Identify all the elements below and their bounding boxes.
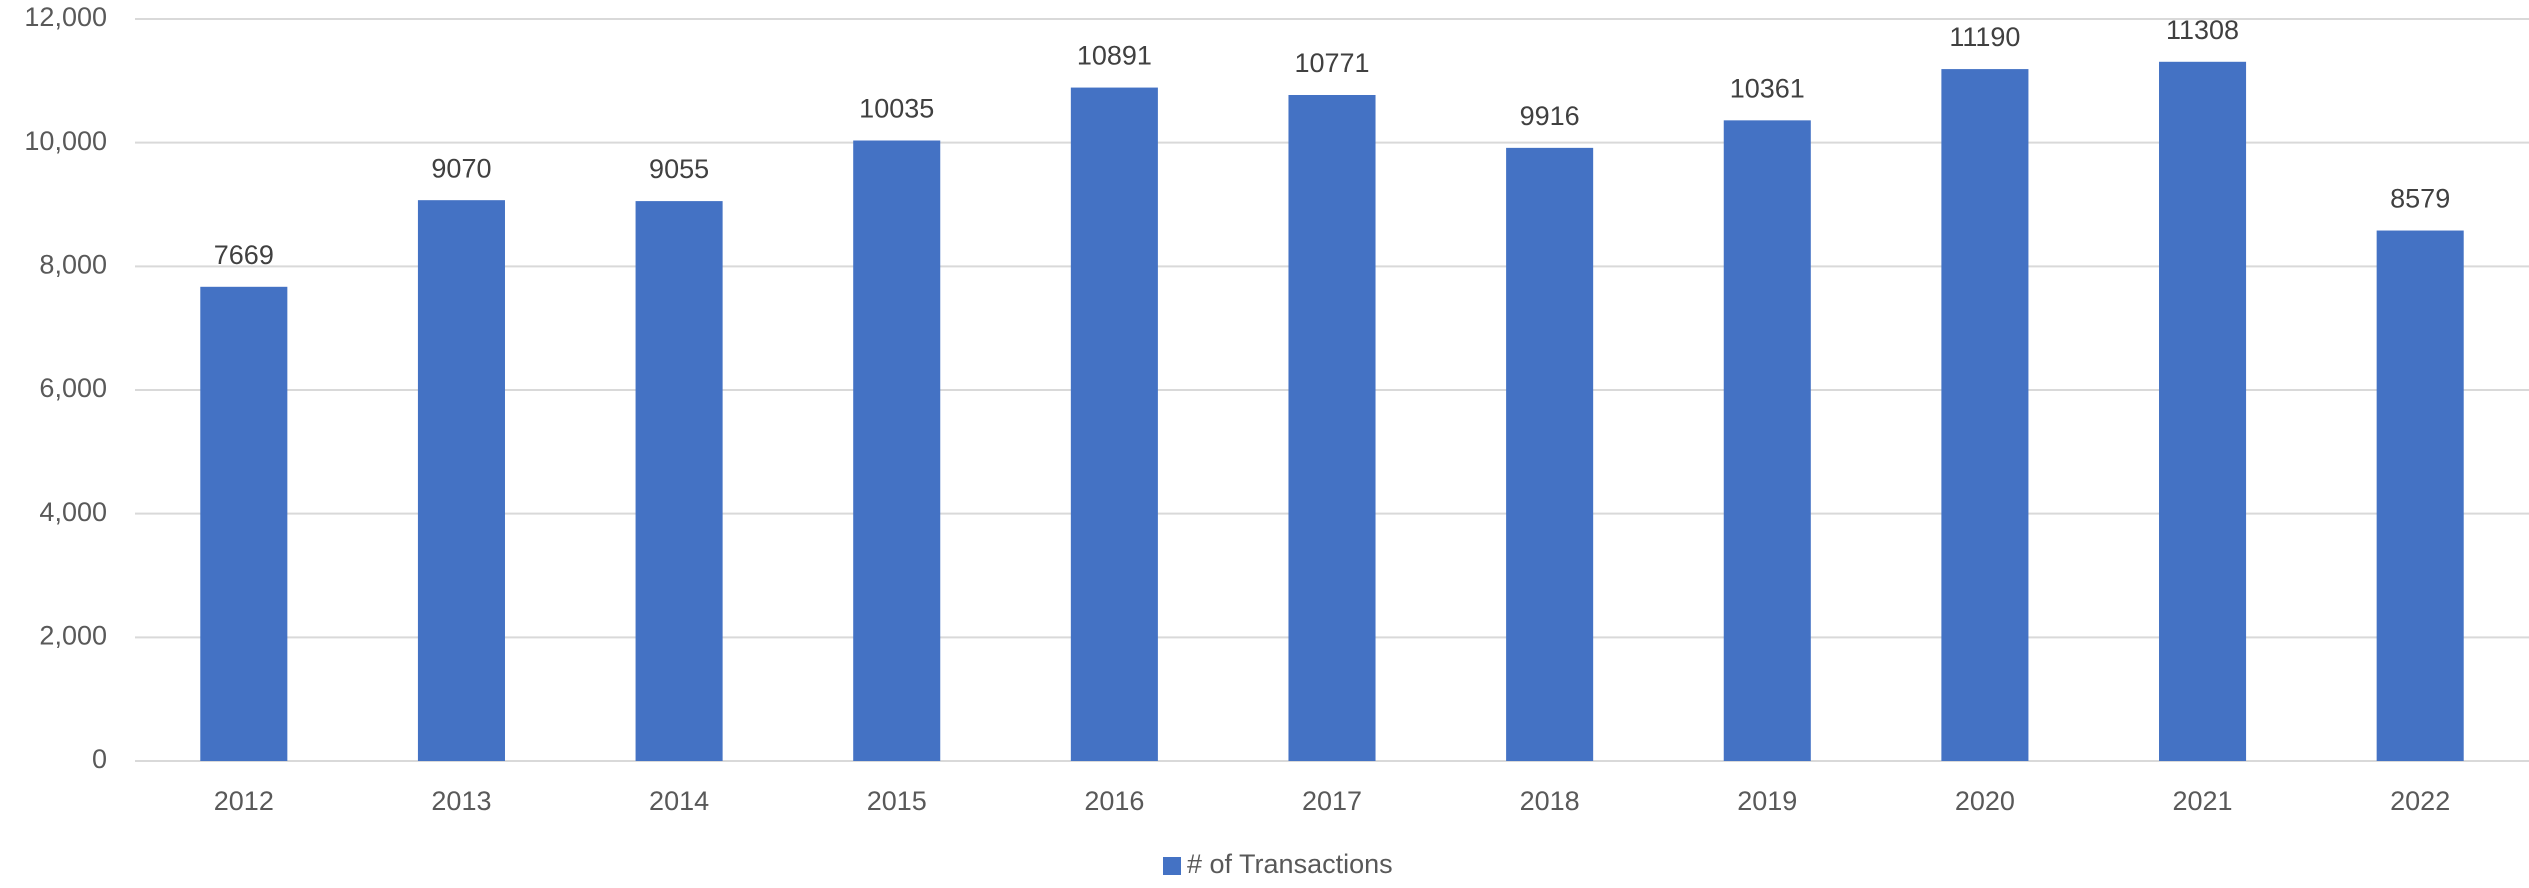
data-label: 10361 (1730, 73, 1805, 103)
bar (2159, 61, 2247, 761)
data-label: 9055 (649, 154, 709, 184)
y-tick-label: 4,000 (39, 497, 107, 527)
bar (200, 286, 288, 761)
bar (1288, 94, 1376, 761)
x-tick-label: 2021 (2173, 786, 2233, 816)
x-tick-label: 2014 (649, 786, 709, 816)
x-tick-label: 2015 (867, 786, 927, 816)
y-tick-label: 12,000 (24, 2, 107, 32)
x-tick-label: 2013 (431, 786, 491, 816)
x-tick-label: 2019 (1737, 786, 1797, 816)
y-tick-label: 6,000 (39, 373, 107, 403)
data-label: 10771 (1294, 48, 1369, 78)
bar (1070, 87, 1158, 761)
bar (417, 200, 505, 762)
x-tick-label: 2018 (1520, 786, 1580, 816)
data-label: 7669 (214, 240, 274, 270)
y-tick-label: 0 (92, 744, 107, 774)
x-tick-label: 2022 (2390, 786, 2450, 816)
x-tick-label: 2020 (1955, 786, 2015, 816)
data-label: 8579 (2390, 184, 2450, 214)
data-label: 11190 (1949, 22, 2020, 52)
data-label: 11308 (2166, 15, 2239, 45)
x-tick-label: 2012 (214, 786, 274, 816)
x-tick-label: 2017 (1302, 786, 1362, 816)
y-tick-label: 10,000 (24, 126, 107, 156)
bar (1941, 69, 2029, 761)
x-tick-label: 2016 (1084, 786, 1144, 816)
bar (635, 201, 723, 761)
legend-swatch (1163, 857, 1181, 875)
bar (853, 140, 941, 761)
y-tick-label: 2,000 (39, 620, 107, 650)
data-label: 9916 (1520, 101, 1580, 131)
bar (1723, 120, 1811, 761)
bar (1506, 147, 1594, 762)
y-tick-label: 8,000 (39, 249, 107, 279)
data-label: 10035 (859, 94, 934, 124)
data-label: 10891 (1077, 41, 1152, 71)
bar (2376, 230, 2464, 761)
data-label: 9070 (431, 153, 491, 183)
legend-label: # of Transactions (1187, 849, 1393, 879)
